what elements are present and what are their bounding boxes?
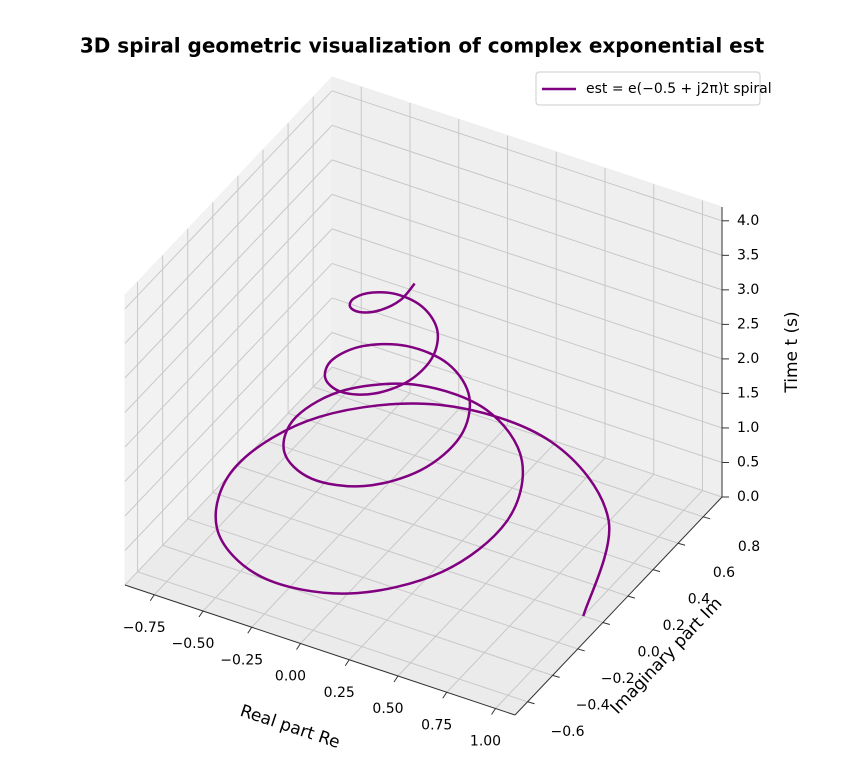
- z-tick-label: 4.0: [737, 213, 759, 229]
- legend-label: est = e(−0.5 + j2π)t spiral: [586, 81, 772, 97]
- y-tick-label: −0.2: [601, 671, 635, 687]
- grid-line: [331, 228, 723, 360]
- grid-line: [162, 544, 553, 676]
- grid-line: [331, 90, 723, 222]
- grid-line: [331, 159, 723, 291]
- grid-line: [331, 193, 723, 325]
- x-tick-label: −0.50: [172, 636, 215, 652]
- tick-mark: [198, 610, 204, 618]
- y-tick-label: 0.2: [663, 618, 685, 634]
- z-tick-label: 1.0: [737, 420, 759, 436]
- tick-mark: [527, 701, 535, 705]
- grid-line: [124, 194, 333, 413]
- x-tick-label: 0.25: [324, 685, 355, 701]
- x-tick-label: 0.00: [275, 669, 306, 685]
- grid-line: [237, 465, 629, 597]
- grid-line: [124, 124, 333, 344]
- y-axis-label: Imaginary part Im: [607, 594, 727, 719]
- z-tick-label: 2.0: [737, 351, 759, 367]
- grid-line: [153, 376, 362, 596]
- grid-line: [397, 457, 606, 677]
- grid-line: [331, 297, 723, 429]
- y-tick-label: −0.6: [551, 724, 585, 740]
- y-axis-line: [514, 496, 723, 716]
- grid-line: [331, 332, 723, 463]
- z-tick-label: 3.0: [737, 282, 759, 298]
- tick-mark: [393, 675, 399, 683]
- tick-mark: [296, 643, 301, 650]
- tick-mark: [149, 594, 155, 602]
- spiral-line: [214, 282, 611, 617]
- tick-mark: [491, 708, 496, 715]
- grid-line: [124, 228, 333, 448]
- z-tick-label: 0.5: [737, 454, 759, 470]
- tick-mark: [247, 626, 253, 634]
- z-tick-label: 2.5: [737, 316, 759, 332]
- grid-line: [287, 412, 679, 544]
- x-tick-label: 1.00: [470, 734, 501, 750]
- grid-line: [331, 262, 723, 394]
- grid-line: [124, 297, 333, 517]
- chart-title: 3D spiral geometric visualization of com…: [80, 34, 765, 58]
- legend: est = e(−0.5 + j2π)t spiral: [535, 71, 772, 106]
- z-axis-label: Time t (s): [782, 311, 802, 393]
- y-tick-label: 0.8: [738, 539, 760, 555]
- y-tick-label: 0.4: [688, 592, 710, 608]
- x-tick-label: 0.50: [372, 701, 403, 717]
- grid-line: [446, 473, 655, 693]
- x-axis-label: Real part Re: [238, 701, 343, 753]
- grid-line: [124, 332, 333, 551]
- tick-mark: [677, 542, 686, 546]
- grid-line: [124, 159, 333, 379]
- x-tick-label: −0.25: [220, 652, 263, 668]
- tick-mark: [652, 569, 661, 573]
- tick-mark: [602, 622, 610, 625]
- y-tick-label: −0.4: [576, 697, 610, 713]
- grid-line: [313, 386, 704, 518]
- x-tick-label: −0.75: [123, 620, 166, 636]
- x-axis-line: [124, 584, 516, 716]
- tick-mark: [703, 516, 711, 520]
- tick-mark: [442, 691, 448, 699]
- z-tick-label: 0.0: [737, 489, 759, 505]
- grid-line: [187, 518, 578, 650]
- z-tick-label: 1.5: [737, 385, 759, 401]
- tick-mark: [344, 659, 350, 667]
- grid-line: [212, 492, 603, 623]
- tick-mark: [552, 674, 560, 678]
- z-tick-label: 3.5: [737, 247, 759, 263]
- x-tick-label: 0.75: [421, 717, 452, 733]
- grid-line: [331, 366, 723, 498]
- grid-line: [495, 490, 703, 709]
- grid-line: [262, 439, 654, 571]
- grid-line: [300, 425, 508, 644]
- grid-line: [202, 392, 411, 612]
- y-tick-label: 0.0: [638, 645, 660, 661]
- legend-box: [535, 71, 761, 106]
- grid-line: [251, 408, 460, 628]
- tick-mark: [577, 648, 585, 652]
- grid-line: [137, 571, 528, 703]
- grid-line: [124, 263, 333, 482]
- tick-mark: [627, 595, 636, 599]
- y-tick-label: 0.6: [713, 565, 735, 581]
- grid-line: [331, 124, 723, 256]
- grid-line: [124, 90, 333, 310]
